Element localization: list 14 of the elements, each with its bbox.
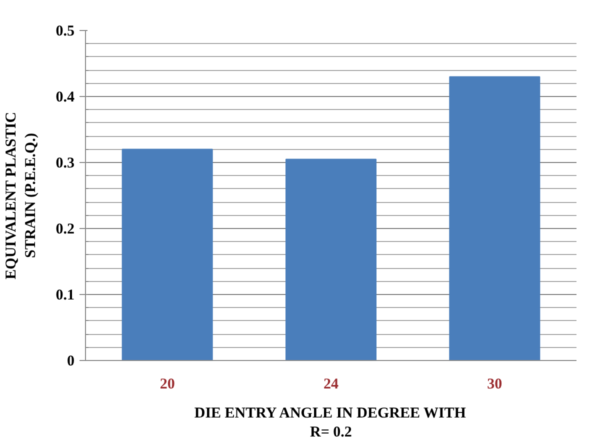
- y-tick-label: 0: [67, 354, 74, 370]
- y-tick-label: 0.4: [56, 90, 75, 106]
- x-tick-label: 20: [160, 376, 175, 392]
- y-axis-title: EQUIVALENT PLASTIC STRAIN (P.E.E.Q.): [4, 112, 39, 280]
- y-tick-label: 0.5: [56, 24, 74, 40]
- bar: [449, 76, 540, 360]
- x-axis-title: DIE ENTRY ANGLE IN DEGREE WITH R= 0.2: [194, 406, 466, 441]
- bar: [122, 148, 213, 360]
- y-tick-label: 0.1: [56, 288, 74, 304]
- y-tick-label: 0.3: [56, 156, 74, 172]
- x-tick-label: 24: [324, 376, 339, 392]
- bar: [285, 158, 377, 360]
- y-tick-label: 0.2: [56, 222, 74, 238]
- x-tick-label: 30: [487, 376, 502, 392]
